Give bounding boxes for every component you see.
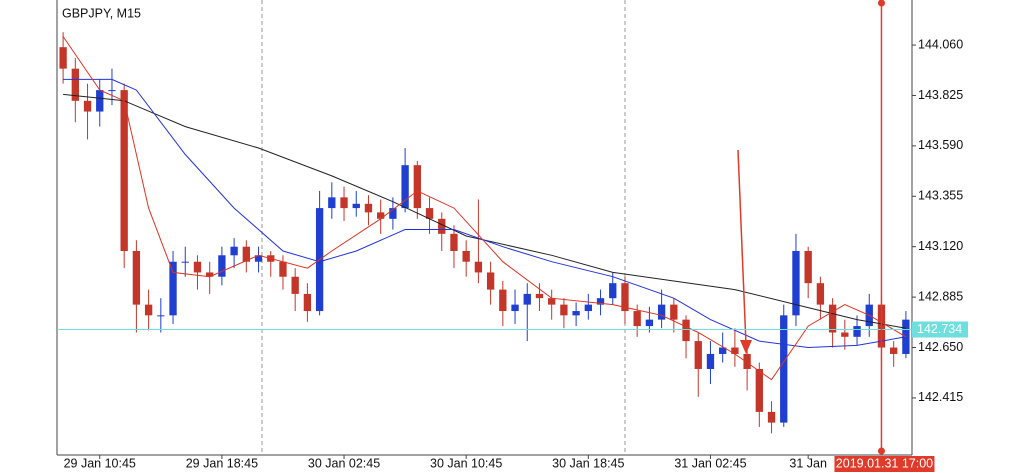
- candle-body: [425, 208, 434, 219]
- candle-body: [560, 304, 568, 316]
- price-label: 142.734: [917, 322, 962, 336]
- cursor-label-box: [834, 456, 935, 472]
- candle-body: [279, 261, 287, 277]
- candle-body: [328, 197, 336, 209]
- candle-body: [694, 341, 702, 369]
- candle-body: [438, 218, 446, 234]
- arrow: [737, 149, 747, 346]
- candle-body: [303, 293, 312, 312]
- candle-body: [120, 90, 128, 251]
- candle-body: [584, 304, 592, 312]
- candle-body: [242, 246, 250, 262]
- candle-body: [450, 233, 458, 251]
- x-tick-label: 29 Jan 10:45: [64, 456, 136, 470]
- candle-body: [206, 272, 214, 277]
- candle-body: [108, 90, 116, 92]
- candle-body: [413, 165, 421, 209]
- price-label-box: [912, 321, 968, 338]
- x-tick-label: 29 Jan 18:45: [186, 456, 258, 470]
- x-tick-label: 31 Jan 02:45: [674, 456, 746, 470]
- x-tick-label: 30 Jan 02:45: [308, 456, 380, 470]
- candle-body: [670, 304, 678, 320]
- candle-body: [144, 304, 153, 316]
- candle-body: [132, 250, 141, 305]
- candle-body: [572, 311, 580, 316]
- y-tick-label: 143.825: [918, 88, 963, 102]
- candle-body: [731, 347, 739, 354]
- candle-body: [657, 304, 666, 320]
- candle-body: [755, 368, 763, 412]
- candle-body: [804, 250, 812, 284]
- candle-body: [816, 283, 825, 305]
- x-tick-label: 30 Jan 10:45: [430, 456, 502, 470]
- candle-body: [621, 283, 629, 312]
- candle-body: [474, 261, 483, 273]
- candle-body: [633, 311, 641, 327]
- candle-body: [548, 298, 556, 305]
- y-tick-label: 142.885: [918, 289, 963, 303]
- candle-body: [767, 411, 776, 423]
- candle-body: [499, 289, 507, 312]
- candle-body: [71, 68, 79, 101]
- x-tick-label: 30 Jan 18:45: [552, 456, 624, 470]
- candle-body: [682, 319, 690, 342]
- y-tick-label: 142.415: [918, 390, 963, 404]
- candle-body: [523, 293, 531, 305]
- y-tick-label: 144.060: [918, 37, 963, 51]
- cursor-label: 2019.01.31 17:00: [836, 456, 933, 470]
- chart-title: GBPJPY, M15: [62, 6, 141, 20]
- x-tick-label: 31 Jan: [789, 456, 827, 470]
- candle-body: [291, 276, 299, 294]
- candle-body: [780, 315, 788, 423]
- candle-body: [83, 100, 92, 112]
- candle-body: [792, 250, 800, 316]
- candle-body: [96, 90, 104, 112]
- candle-body: [535, 293, 544, 299]
- candle-body: [218, 255, 226, 277]
- candle-body: [254, 255, 263, 262]
- candle-body: [401, 165, 409, 209]
- candle-body: [828, 304, 837, 333]
- candle-body: [743, 353, 751, 369]
- candle-body: [462, 250, 470, 262]
- candle-body: [609, 283, 617, 299]
- candle-body: [377, 212, 385, 219]
- candle-body: [340, 197, 348, 209]
- candle-body: [230, 246, 238, 256]
- y-tick-label: 143.355: [918, 189, 963, 203]
- candle-body: [511, 304, 519, 312]
- cursor-handle: [877, 0, 885, 7]
- y-tick-label: 143.120: [918, 239, 963, 253]
- candle-body: [719, 347, 727, 354]
- candle-body: [853, 326, 861, 337]
- plot: [59, 32, 910, 434]
- y-tick-label: 143.590: [918, 138, 963, 152]
- candle-body: [169, 261, 177, 316]
- candle-body: [841, 332, 849, 337]
- y-tick-label: 142.650: [918, 340, 963, 354]
- moving-average: [63, 78, 906, 349]
- cursor-handle: [877, 447, 885, 455]
- arrow-head: [740, 340, 752, 354]
- candle-body: [352, 203, 360, 209]
- candle-body: [596, 298, 605, 305]
- candle-body: [645, 319, 654, 327]
- candle-body: [181, 261, 189, 263]
- candle-body: [706, 353, 715, 369]
- moving-average: [63, 93, 906, 329]
- candle-body: [486, 272, 495, 290]
- candle-body: [193, 261, 202, 273]
- moving-average: [62, 36, 907, 381]
- candle-body: [59, 47, 67, 69]
- candle-body: [364, 203, 373, 213]
- candle-body: [157, 315, 165, 317]
- candle-body: [890, 347, 898, 354]
- candle-body: [389, 208, 397, 219]
